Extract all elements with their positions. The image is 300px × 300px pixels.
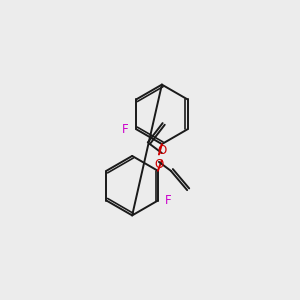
Text: O: O (157, 144, 167, 157)
Text: F: F (122, 123, 129, 136)
Text: O: O (154, 158, 164, 171)
Text: F: F (165, 194, 172, 207)
